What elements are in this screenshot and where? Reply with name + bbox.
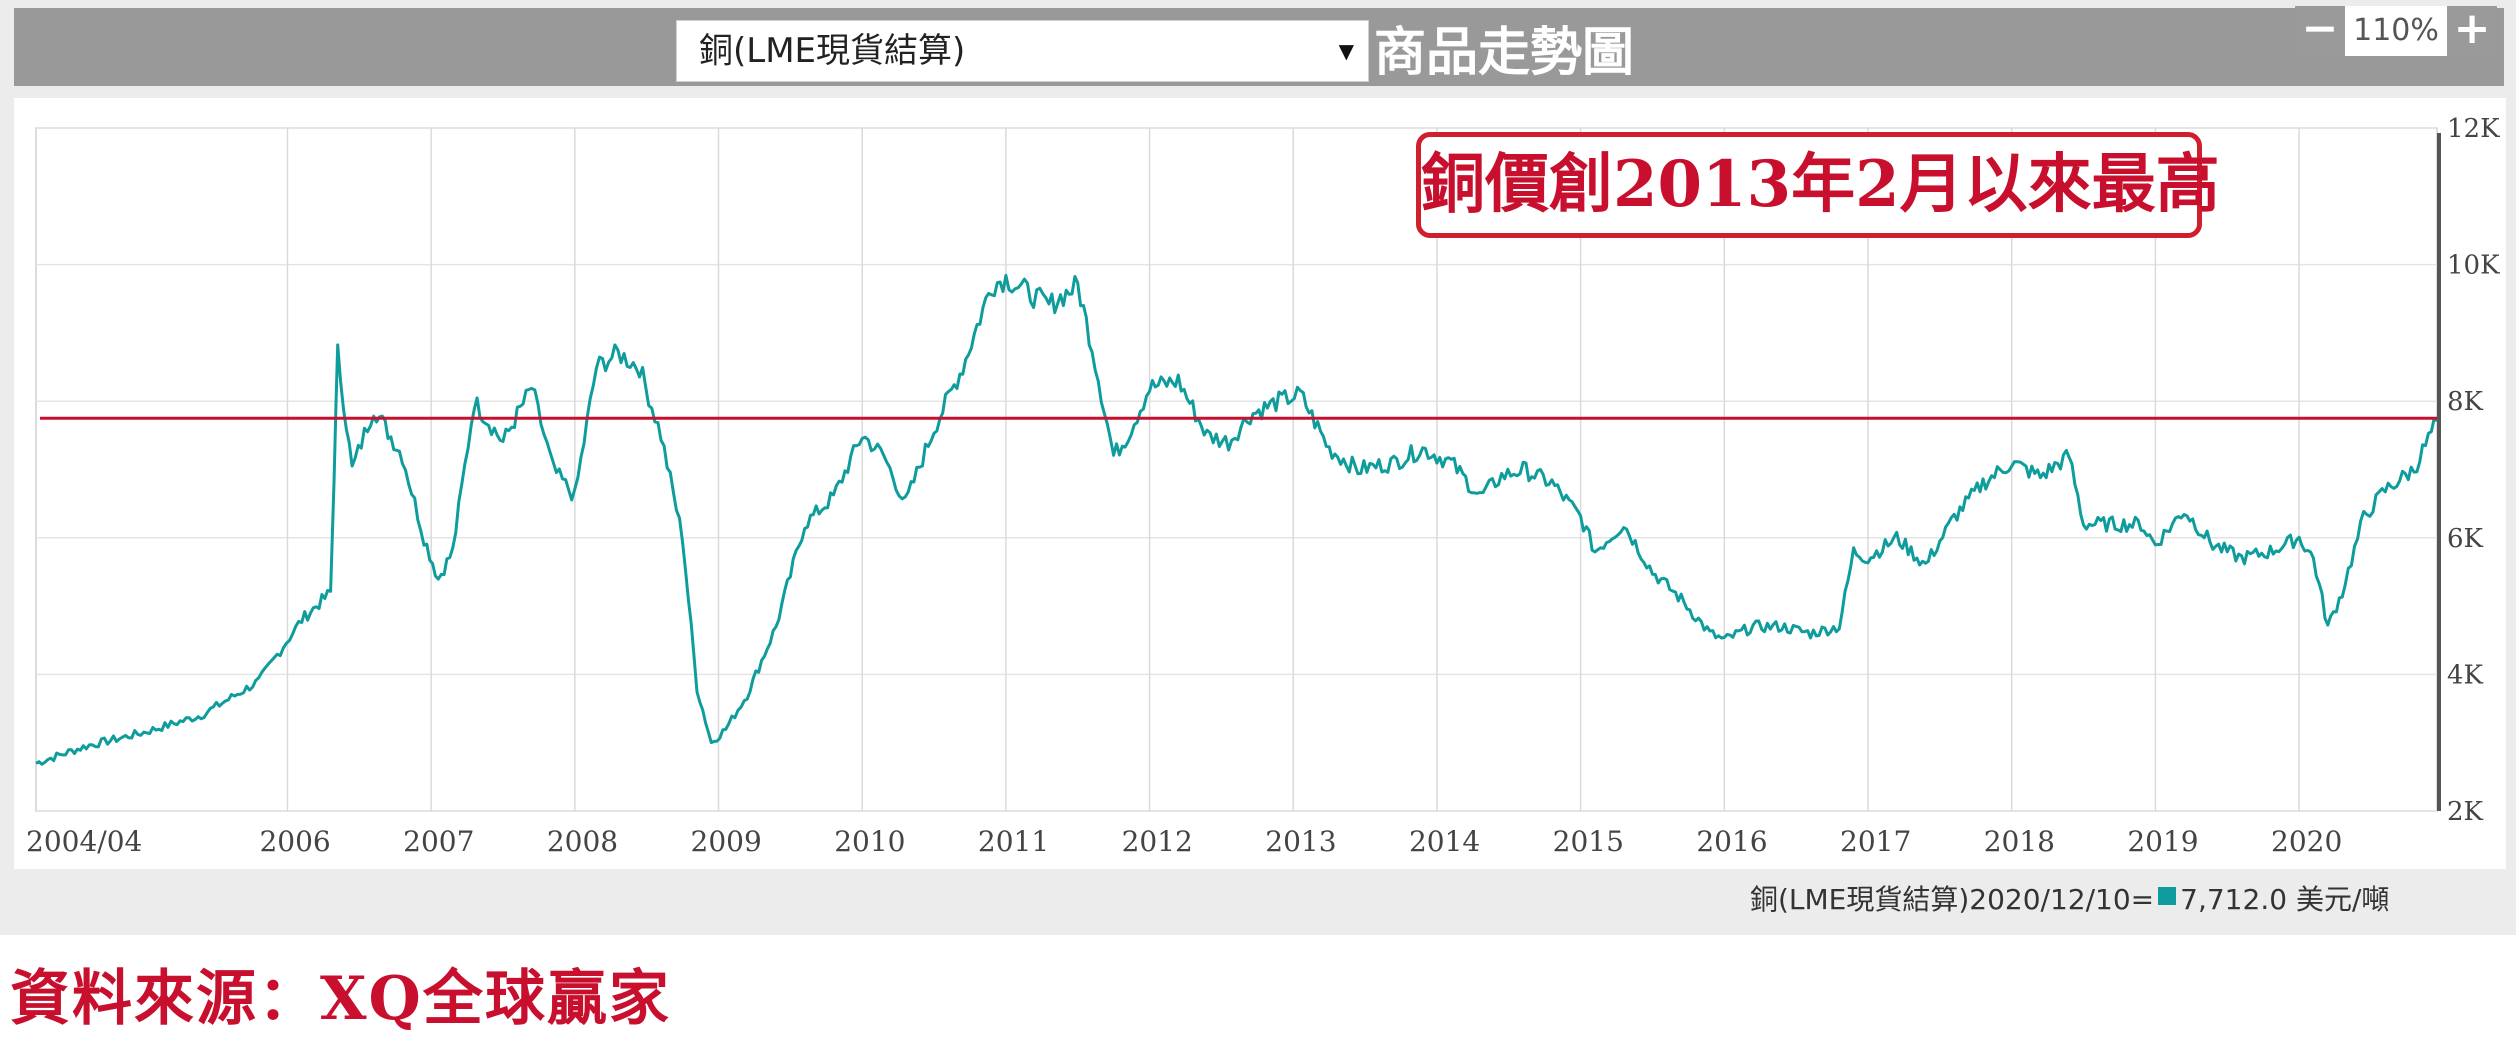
legend-label: 銅(LME現貨結算)2020/12/10= [1750,883,2155,916]
y-tick-label: 10K [2447,251,2500,281]
x-tick-label: 2007 [403,825,474,858]
legend-unit: 美元/噸 [2295,883,2390,916]
x-tick-label: 2010 [834,825,905,858]
y-tick-label: 4K [2447,660,2484,690]
x-tick-label: 2018 [1984,825,2055,858]
price-series-line[interactable] [35,273,2438,766]
x-tick-label: 2020 [2271,825,2342,858]
x-tick-label: 2017 [1840,825,1911,858]
x-tick-label: 2006 [259,825,330,858]
legend: 銅(LME現貨結算)2020/12/10= 7,712.0 美元/噸 [1750,878,2389,918]
price-chart[interactable]: 2K 4K 6K 8K 10K 12K 2004/04 2006 2007 2008 2009 201… [14,98,2506,869]
commodity-select[interactable]: 銅(LME現貨結算) ▼ [676,20,1369,82]
y-tick-label: 12K [2447,114,2500,144]
y-tick-label: 6K [2447,524,2484,554]
x-tick-label: 2016 [1696,825,1767,858]
x-tick-label: 2011 [978,825,1049,858]
source-note: 資料來源：XQ全球贏家 [10,964,671,1034]
zoom-control: − 110% + [2295,6,2497,56]
y-tick-label: 8K [2447,387,2484,417]
x-tick-label: 2014 [1409,825,1480,858]
page-title: 商品走勢圖 [1374,23,1635,83]
zoom-level: 110% [2345,6,2447,56]
x-tick-label: 2012 [1122,825,1193,858]
legend-swatch [2158,887,2177,905]
x-tick-label: 2015 [1553,825,1624,858]
commodity-select-value: 銅(LME現貨結算) [699,31,966,71]
annotation-callout: 銅價創2013年2月以來最高 [1416,132,2220,238]
x-tick-label: 2009 [691,825,762,858]
dropdown-arrow-icon[interactable]: ▼ [1338,39,1354,63]
zoom-out-button[interactable]: − [2295,6,2345,56]
legend-value: 7,712.0 [2180,883,2288,916]
zoom-in-button[interactable]: + [2447,6,2497,56]
x-tick-label: 2004/04 [26,825,142,858]
y-tick-label: 2K [2447,797,2484,827]
x-tick-label: 2008 [547,825,618,858]
x-tick-label: 2019 [2127,825,2198,858]
toolbar: 銅(LME現貨結算) ▼ 商品走勢圖 [14,8,2504,86]
x-tick-label: 2013 [1265,825,1336,858]
